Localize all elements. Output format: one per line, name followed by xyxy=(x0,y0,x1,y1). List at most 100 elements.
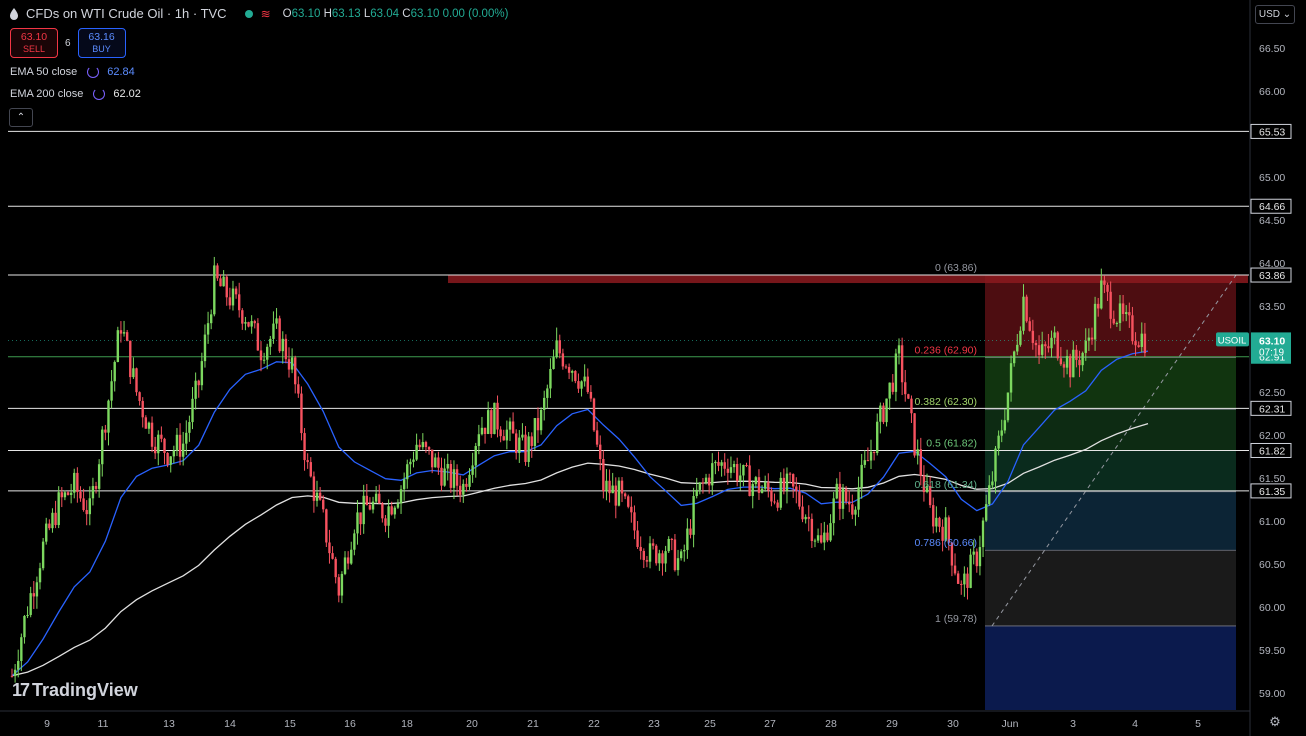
candle-body xyxy=(879,405,882,422)
candle-body xyxy=(290,357,294,370)
candle-body xyxy=(791,474,795,487)
candle-body xyxy=(222,276,225,287)
indicator-ema50[interactable]: EMA 50 close 62.84 xyxy=(10,66,135,78)
candle-body xyxy=(253,321,256,324)
candle-body xyxy=(829,523,832,541)
candle-body xyxy=(443,468,446,486)
candle-body xyxy=(667,538,670,552)
symbol-title[interactable]: CFDs on WTI Crude Oil · 1h · TVC xyxy=(26,6,227,21)
candle-body xyxy=(17,660,20,670)
indicator-ema200[interactable]: EMA 200 close 62.02 xyxy=(10,88,141,100)
candle-body xyxy=(287,359,291,370)
candle-body xyxy=(241,310,244,324)
candle-body xyxy=(486,410,490,434)
candle-body xyxy=(707,477,711,486)
currency-select[interactable]: USD ⌄ xyxy=(1255,5,1295,24)
candle-body xyxy=(571,371,574,373)
candle-body xyxy=(561,353,565,367)
candle-body xyxy=(399,489,403,504)
candle-body xyxy=(611,485,614,494)
candle-body xyxy=(676,558,680,571)
fib-zone xyxy=(985,550,1236,626)
candle-body xyxy=(194,380,197,399)
fib-zone xyxy=(985,409,1236,451)
ema50-line xyxy=(11,350,1149,677)
candle-body xyxy=(387,506,390,526)
candle-body xyxy=(181,443,185,457)
candle-body xyxy=(225,276,228,298)
x-tick-label: 30 xyxy=(947,718,959,730)
candle-body xyxy=(1112,318,1115,324)
candle-body xyxy=(371,501,375,510)
candle-body xyxy=(76,472,79,492)
candle-body xyxy=(1081,352,1084,366)
gear-icon[interactable]: ⚙ xyxy=(1269,714,1281,729)
candle-body xyxy=(1103,280,1106,285)
candle-body xyxy=(1097,303,1100,309)
fib-fill-zones xyxy=(448,274,1248,710)
candle-body xyxy=(1019,330,1022,345)
price-badge xyxy=(1250,267,1292,283)
candle-body xyxy=(776,502,779,508)
candle-body xyxy=(35,582,39,597)
candle-body xyxy=(446,463,449,469)
candle-body xyxy=(574,371,577,382)
candle-body xyxy=(891,382,894,392)
candle-body xyxy=(362,495,365,525)
buy-button[interactable]: 63.16 BUY xyxy=(77,28,126,58)
candles xyxy=(10,256,1147,683)
candle-body xyxy=(788,473,792,475)
candle-body xyxy=(745,465,748,467)
candle-body xyxy=(104,429,107,433)
candle-body xyxy=(1050,337,1053,349)
candle-body xyxy=(620,480,624,494)
candle-body xyxy=(197,380,200,386)
candle-body xyxy=(981,520,985,548)
candle-body xyxy=(110,381,113,401)
ema200-value: 62.02 xyxy=(113,88,141,100)
candle-body xyxy=(427,447,431,450)
candle-body xyxy=(888,382,891,399)
candle-body xyxy=(608,480,611,494)
resistance-band xyxy=(448,275,1248,284)
candle-body xyxy=(29,593,32,615)
candle-body xyxy=(368,505,372,510)
y-tick-label: 65.00 xyxy=(1259,172,1285,184)
candle-body xyxy=(552,357,555,369)
fib-label: 0.786 (60.66) xyxy=(915,537,977,549)
candle-body xyxy=(770,490,773,502)
sell-button[interactable]: 63.10 SELL xyxy=(10,28,58,58)
ema200-line xyxy=(11,422,1149,677)
candle-body xyxy=(48,523,51,529)
candle-body xyxy=(1118,303,1122,324)
candle-body xyxy=(1137,345,1140,347)
candle-body xyxy=(259,350,263,361)
candle-body xyxy=(418,444,421,448)
collapse-legend-button[interactable]: ⌃ xyxy=(9,108,33,127)
fib-labels: 0 (63.86) 0.236 (62.90) 0.382 (62.30) 0.5 (… xyxy=(915,262,977,625)
candle-body xyxy=(630,506,633,513)
candle-body xyxy=(997,435,1000,449)
x-tick-label: 11 xyxy=(98,718,109,730)
candle-body xyxy=(269,338,272,347)
candle-body xyxy=(742,465,745,476)
candle-body xyxy=(175,434,179,451)
candle-body xyxy=(963,573,966,585)
candle-body xyxy=(975,551,979,567)
trade-panel: 63.10 SELL 6 63.16 BUY xyxy=(10,28,126,58)
candle-body xyxy=(1053,332,1056,338)
candle-body xyxy=(188,422,191,433)
ema200-label: EMA 200 close xyxy=(10,88,84,100)
candle-body xyxy=(63,492,67,498)
candle-body xyxy=(275,318,278,324)
candle-body xyxy=(536,418,540,431)
candle-body xyxy=(1003,420,1007,431)
candle-body xyxy=(655,545,658,564)
candle-body xyxy=(732,463,736,468)
candle-body xyxy=(683,549,686,552)
time-axis[interactable]: 9 11 13 14 15 16 18 20 21 22 23 25 27 28 29 30 Jun 3 4 5 xyxy=(0,710,1250,730)
candle-body xyxy=(1087,337,1091,341)
symbol-badge xyxy=(1216,332,1249,347)
candle-body xyxy=(658,553,661,564)
